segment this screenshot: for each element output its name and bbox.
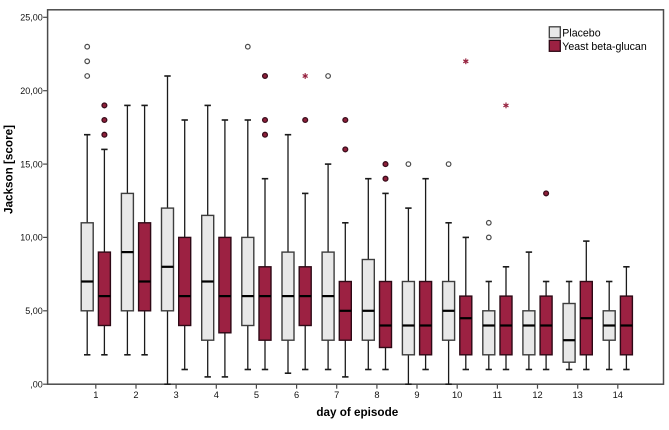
svg-text:20,00: 20,00 xyxy=(20,86,43,96)
svg-text:Yeast beta-glucan: Yeast beta-glucan xyxy=(562,41,647,53)
svg-text:14: 14 xyxy=(613,390,623,400)
svg-text:9: 9 xyxy=(414,390,419,400)
svg-text:day of episode: day of episode xyxy=(316,406,398,419)
svg-text:10: 10 xyxy=(452,390,462,400)
svg-text:13: 13 xyxy=(573,390,583,400)
svg-text:25,00: 25,00 xyxy=(20,13,43,23)
svg-text:4: 4 xyxy=(214,390,219,400)
svg-text:12: 12 xyxy=(532,390,542,400)
svg-text:10,00: 10,00 xyxy=(20,233,43,243)
svg-text:1: 1 xyxy=(93,390,98,400)
svg-text:6: 6 xyxy=(294,390,299,400)
svg-text:7: 7 xyxy=(334,390,339,400)
svg-text:5,00: 5,00 xyxy=(25,306,43,316)
svg-text:3: 3 xyxy=(174,390,179,400)
svg-text:11: 11 xyxy=(493,390,503,400)
svg-text:5: 5 xyxy=(254,390,259,400)
svg-text:Jackson [score]: Jackson [score] xyxy=(2,125,15,214)
svg-text:15,00: 15,00 xyxy=(20,159,43,169)
svg-text:8: 8 xyxy=(374,390,379,400)
svg-text:2: 2 xyxy=(133,390,138,400)
svg-text:,00: ,00 xyxy=(30,379,43,389)
svg-text:Placebo: Placebo xyxy=(562,28,600,40)
